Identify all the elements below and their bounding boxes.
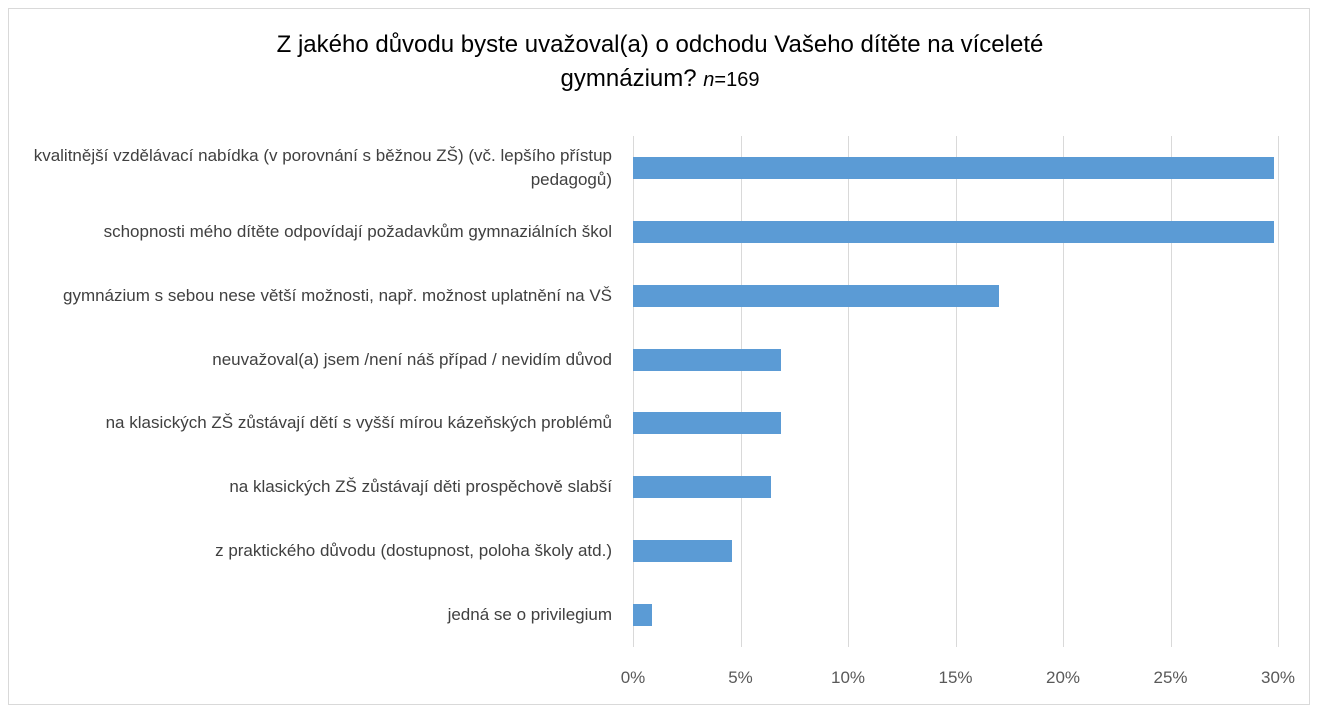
title-n-value: =169 xyxy=(714,69,760,91)
y-tick-label: jedná se o privilegium xyxy=(447,605,612,625)
grid-line xyxy=(848,136,849,647)
y-tick-label: z praktického důvodu (dostupnost, poloha… xyxy=(215,541,612,561)
bar xyxy=(633,156,1274,179)
grid-line xyxy=(633,136,634,647)
grid-line xyxy=(1170,136,1172,647)
chart-title: Z jakého důvodu byste uvažoval(a) o odch… xyxy=(0,28,1320,97)
y-tick-label: gymnázium s sebou nese větší možnosti, n… xyxy=(62,285,612,305)
grid-line xyxy=(955,136,957,647)
bar xyxy=(633,412,782,435)
title-line: Z jakého důvodu byste uvažoval(a) o odch… xyxy=(276,31,1044,58)
bar xyxy=(633,348,782,371)
y-tick-label: na klasických ZŠ zůstávají dětí s vyšší … xyxy=(105,413,612,433)
x-tick-label: 20% xyxy=(1045,668,1081,687)
y-tick-label: schopnosti mého dítěte odpovídají požada… xyxy=(103,221,612,241)
y-tick-label: kvalitnější vzdělávací nabídka (v porovn… xyxy=(33,145,612,189)
grid-line xyxy=(740,136,742,647)
x-tick-label: 15% xyxy=(938,668,973,687)
x-tick-label: 10% xyxy=(830,668,866,687)
y-tick-label: neuvažoval(a) jsem /není náš případ / ne… xyxy=(212,349,612,369)
x-tick-label: 0% xyxy=(620,668,646,687)
title-line: gymnázium? xyxy=(560,65,697,92)
grid-line xyxy=(1278,136,1279,647)
bar xyxy=(633,604,653,627)
bar xyxy=(633,220,1274,243)
bar xyxy=(633,540,732,563)
bar xyxy=(633,476,771,499)
x-tick-label: 5% xyxy=(728,668,753,687)
x-tick-label: 25% xyxy=(1153,668,1188,687)
title-n: n xyxy=(703,69,715,91)
x-tick-label: 30% xyxy=(1260,668,1296,687)
y-tick-label: na klasických ZŠ zůstávají děti prospěch… xyxy=(229,477,612,497)
bar xyxy=(633,284,999,307)
grid-line xyxy=(1063,136,1064,647)
chart-frame xyxy=(8,8,1310,705)
